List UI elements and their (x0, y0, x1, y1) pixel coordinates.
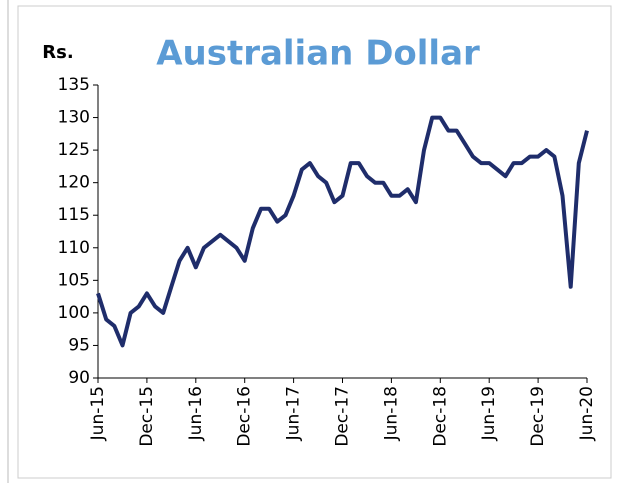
y-tick-label: 115 (58, 205, 90, 225)
x-tick-label: Jun-18 (381, 386, 401, 441)
y-tick-label: 105 (58, 270, 90, 290)
y-tick-label: 125 (58, 140, 90, 160)
x-tick-label: Dec-15 (137, 386, 157, 447)
chart-title: Australian Dollar (156, 34, 480, 74)
y-tick-label: 120 (58, 173, 90, 193)
x-tick-label: Jun-15 (88, 386, 108, 441)
frame (17, 5, 612, 479)
y-tick-label: 90 (68, 368, 90, 388)
x-tick-label: Jun-20 (577, 386, 597, 441)
x-tick-label: Dec-19 (528, 386, 548, 447)
y-axis-label: Rs. (42, 42, 73, 63)
x-tick-label: Dec-18 (430, 386, 450, 447)
y-tick-label: 110 (58, 238, 90, 258)
x-tick-label: Jun-19 (479, 386, 499, 441)
x-tick-label: Jun-16 (186, 386, 206, 441)
x-tick-label: Dec-17 (333, 386, 353, 447)
x-tick-label: Dec-16 (235, 386, 255, 447)
y-tick-label: 135 (58, 75, 90, 95)
y-tick-label: 100 (58, 303, 90, 323)
line-series (96, 115, 589, 348)
x-tick-label: Jun-17 (284, 386, 304, 441)
y-tick-label: 130 (58, 108, 90, 128)
y-tick-label: 95 (68, 335, 90, 355)
